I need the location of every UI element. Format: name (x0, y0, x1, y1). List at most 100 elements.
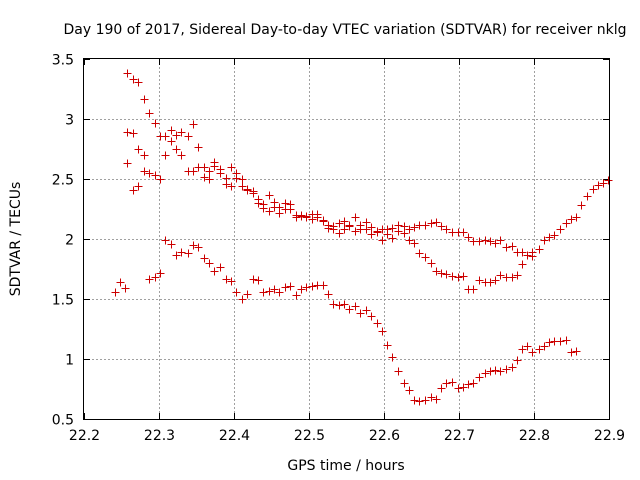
data-point (281, 199, 290, 208)
data-point (232, 169, 241, 178)
grid (84, 59, 609, 419)
plot-frame (83, 58, 610, 420)
data-point (535, 245, 544, 254)
data-point (545, 338, 554, 347)
y-tick-label: 0.5 (52, 413, 74, 429)
data-point (129, 129, 138, 138)
data-point (367, 312, 376, 321)
x-tick-label: 22.7 (444, 428, 475, 444)
data-point (243, 290, 252, 299)
data-point (340, 225, 349, 234)
data-point (116, 278, 125, 287)
data-point (222, 180, 231, 189)
series-upper (123, 69, 613, 260)
data-point (184, 132, 193, 141)
data-point (415, 397, 424, 406)
data-point (177, 128, 186, 137)
series-lower (111, 159, 581, 406)
data-point (249, 275, 258, 284)
data-point (302, 213, 311, 222)
data-point (567, 215, 576, 224)
data-point (313, 210, 322, 219)
data-point (469, 379, 478, 388)
data-point (161, 132, 170, 141)
data-point (394, 227, 403, 236)
data-point (594, 181, 603, 190)
data-point (177, 151, 186, 160)
data-point (167, 126, 176, 135)
data-point (556, 225, 565, 234)
data-point (383, 341, 392, 350)
y-tick-labels: 0.5 1 1.5 2 2.5 3 3.5 (52, 53, 74, 429)
data-point (442, 270, 451, 279)
data-point (421, 221, 430, 230)
data-point (508, 273, 517, 282)
data-point (518, 260, 527, 269)
data-point (111, 288, 120, 297)
data-point (378, 236, 387, 245)
data-point (265, 287, 274, 296)
data-point (351, 213, 360, 222)
data-point (556, 337, 565, 346)
data-point (210, 158, 219, 167)
data-point (491, 366, 500, 375)
data-point (415, 249, 424, 258)
data-point (427, 259, 436, 268)
data-point (442, 379, 451, 388)
data-point (200, 254, 209, 263)
data-point (238, 175, 247, 184)
data-point (599, 179, 608, 188)
data-point (324, 290, 333, 299)
data-point (151, 171, 160, 180)
data-point (378, 327, 387, 336)
data-point (200, 173, 209, 182)
x-tick-label: 22.2 (69, 428, 100, 444)
data-point (437, 269, 446, 278)
data-point (156, 175, 165, 184)
data-point (216, 263, 225, 272)
data-point (123, 128, 132, 137)
data-point (523, 251, 532, 260)
data-point (210, 267, 219, 276)
chart-title: Day 190 of 2017, Sidereal Day-to-day VTE… (64, 22, 627, 38)
x-tick-label: 22.9 (594, 428, 625, 444)
data-point (156, 269, 165, 278)
data-point (518, 345, 527, 354)
data-point (145, 275, 154, 284)
data-point (270, 203, 279, 212)
data-point (475, 237, 484, 246)
data-point (486, 237, 495, 246)
data-point (134, 78, 143, 87)
data-point (340, 217, 349, 226)
data-point (508, 363, 517, 372)
data-point (496, 236, 505, 245)
y-tick-label: 3.5 (52, 53, 74, 69)
y-tick-label: 1.5 (52, 293, 74, 309)
data-point (491, 276, 500, 285)
data-point (448, 272, 457, 281)
data-point (589, 185, 598, 194)
data-point (491, 239, 500, 248)
data-point (205, 259, 214, 268)
data-points (111, 69, 613, 406)
data-point (189, 120, 198, 129)
data-point (167, 240, 176, 249)
y-tick-label: 2 (65, 233, 74, 249)
data-point (583, 192, 592, 201)
data-point (123, 69, 132, 78)
data-point (442, 225, 451, 234)
data-point (189, 241, 198, 250)
data-point (448, 378, 457, 387)
data-point (243, 185, 252, 194)
data-point (469, 285, 478, 294)
data-point (227, 163, 236, 172)
data-point (297, 285, 306, 294)
data-point (362, 306, 371, 315)
data-point (205, 175, 214, 184)
data-point (292, 291, 301, 300)
x-tick-label: 22.3 (144, 428, 175, 444)
data-point (177, 248, 186, 257)
y-axis-label: SDTVAR / TECUs (8, 182, 24, 297)
data-point (437, 222, 446, 231)
